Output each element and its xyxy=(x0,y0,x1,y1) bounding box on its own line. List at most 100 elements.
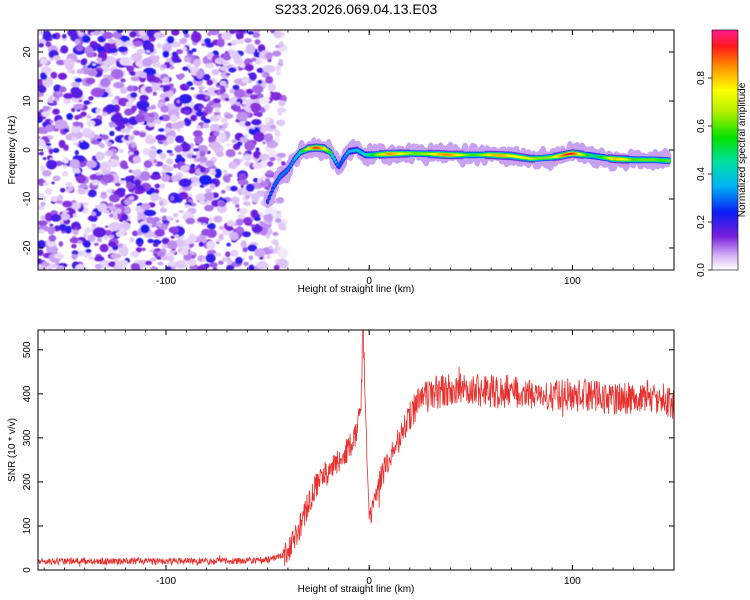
noise-speckle xyxy=(197,156,208,163)
noise-speckle xyxy=(160,66,165,71)
noise-speckle xyxy=(208,100,215,106)
noise-speckle xyxy=(104,229,113,236)
noise-speckle xyxy=(225,149,236,158)
noise-speckle xyxy=(191,155,197,159)
noise-speckle xyxy=(255,147,260,152)
noise-speckle xyxy=(267,83,276,92)
noise-speckle xyxy=(231,41,237,46)
noise-speckle xyxy=(116,30,124,34)
noise-speckle xyxy=(236,141,243,147)
noise-speckle xyxy=(210,170,216,176)
noise-speckle xyxy=(47,226,56,235)
noise-speckle xyxy=(74,38,81,45)
noise-speckle xyxy=(199,150,206,158)
noise-speckle xyxy=(206,240,216,251)
noise-speckle xyxy=(91,179,100,186)
noise-speckle xyxy=(51,181,55,185)
noise-speckle xyxy=(60,45,69,54)
noise-speckle xyxy=(100,134,109,140)
noise-speckle xyxy=(69,159,81,169)
noise-speckle xyxy=(52,108,60,115)
noise-speckle xyxy=(38,42,44,48)
noise-speckle xyxy=(85,77,96,85)
noise-speckle xyxy=(125,30,132,33)
noise-speckle xyxy=(213,131,221,136)
noise-speckle xyxy=(254,58,263,65)
noise-speckle xyxy=(162,165,174,172)
noise-speckle xyxy=(159,152,167,160)
noise-speckle xyxy=(254,248,266,258)
noise-speckle xyxy=(166,36,175,44)
noise-speckle xyxy=(63,144,69,151)
spectrogram-ytick-label: 10 xyxy=(22,95,33,107)
noise-speckle xyxy=(71,253,78,260)
noise-speckle xyxy=(78,99,83,103)
noise-speckle xyxy=(55,265,65,270)
noise-speckle xyxy=(193,58,202,67)
noise-speckle xyxy=(95,108,101,114)
noise-speckle xyxy=(184,204,191,209)
noise-speckle xyxy=(219,197,223,200)
noise-speckle xyxy=(182,30,189,35)
noise-speckle xyxy=(125,101,133,108)
noise-speckle xyxy=(266,170,273,175)
noise-speckle xyxy=(143,160,153,169)
noise-speckle xyxy=(208,217,213,223)
noise-speckle xyxy=(39,165,46,172)
noise-speckle xyxy=(235,256,243,265)
noise-speckle xyxy=(255,52,260,56)
noise-speckle xyxy=(62,200,73,208)
noise-speckle xyxy=(262,71,270,78)
noise-speckle xyxy=(218,225,225,231)
noise-speckle xyxy=(119,41,127,46)
noise-speckle xyxy=(221,123,228,129)
noise-speckle xyxy=(167,240,178,250)
noise-speckle xyxy=(230,196,240,205)
noise-speckle xyxy=(83,100,91,105)
noise-speckle xyxy=(204,204,214,212)
noise-speckle xyxy=(103,235,109,240)
noise-speckle xyxy=(104,183,108,186)
noise-speckle xyxy=(267,161,274,167)
noise-speckle xyxy=(96,138,102,142)
noise-speckle xyxy=(205,188,212,194)
noise-speckle xyxy=(155,241,159,245)
noise-speckle xyxy=(90,87,105,98)
noise-speckle xyxy=(58,241,64,247)
noise-speckle xyxy=(220,118,228,123)
noise-speckle xyxy=(206,79,214,86)
noise-speckle xyxy=(83,227,92,234)
noise-speckle xyxy=(272,50,282,57)
noise-speckle xyxy=(184,84,189,88)
noise-speckle xyxy=(240,240,247,248)
noise-speckle xyxy=(97,142,105,148)
noise-speckle xyxy=(136,100,150,111)
noise-speckle xyxy=(164,127,171,133)
noise-speckle xyxy=(274,137,281,143)
noise-speckle xyxy=(152,91,157,96)
noise-speckle xyxy=(99,243,109,253)
ridge-cell xyxy=(267,196,271,199)
noise-speckle xyxy=(233,57,243,65)
noise-speckle xyxy=(80,139,84,143)
spectrogram-xtick-label: -100 xyxy=(156,276,176,287)
snr-ylabel: SNR (10 * v/v) xyxy=(7,418,18,482)
noise-speckle xyxy=(123,198,133,206)
noise-speckle xyxy=(66,187,73,192)
noise-speckle xyxy=(169,114,178,123)
noise-speckle xyxy=(155,134,166,141)
snr-panel: -100 0 100 0 100 200 300 400 500 Height of strai… xyxy=(7,329,675,595)
noise-speckle xyxy=(222,175,231,182)
noise-speckle xyxy=(190,114,198,122)
colorbar-label: Normalized spectral amplitude xyxy=(737,82,748,217)
ridge-cell xyxy=(339,162,343,165)
noise-speckle xyxy=(56,91,62,96)
noise-speckle xyxy=(130,92,138,98)
noise-speckle xyxy=(87,189,97,198)
noise-speckle xyxy=(88,96,94,101)
noise-speckle xyxy=(38,117,43,123)
ridge-cell xyxy=(293,157,297,160)
noise-speckle xyxy=(231,50,239,57)
noise-speckle xyxy=(273,30,283,39)
noise-speckle xyxy=(232,84,240,91)
